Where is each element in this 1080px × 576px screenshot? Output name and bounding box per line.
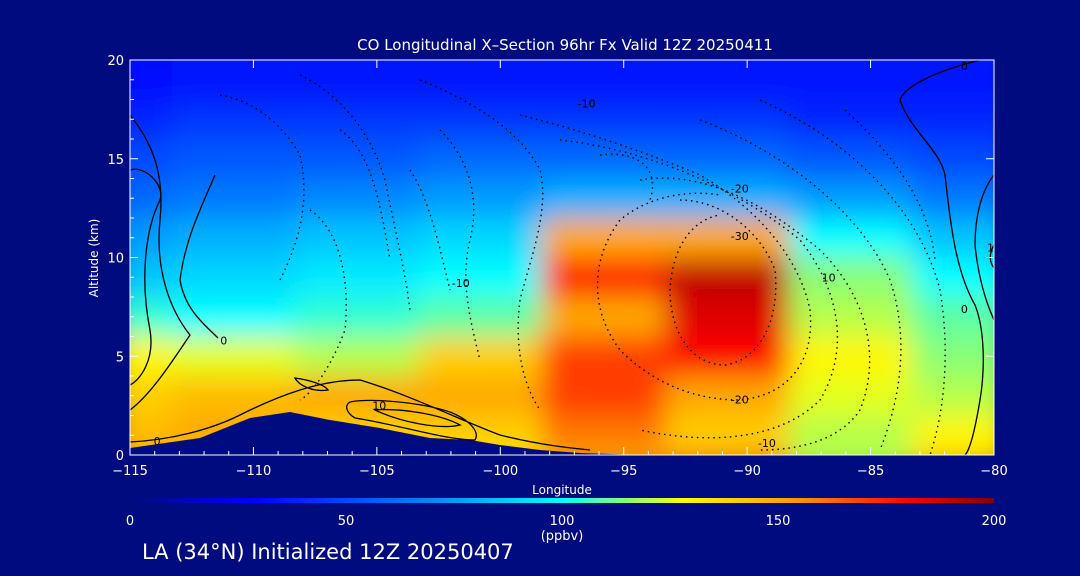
colorbar-tick-label: 100 [550,514,575,529]
x-tick-label: −110 [236,464,272,479]
x-tick-label: −80 [980,464,1007,479]
x-tick-label: −95 [610,464,637,479]
colorbar-tick-label: 50 [338,514,355,529]
x-axis-label: Longitude [532,483,592,497]
contour-solid [130,168,162,386]
contour-solid [372,408,462,428]
contour-labels: -10 -20 -30 -10 10 10 0 0 10 -20 -10 0 0 [154,60,1001,450]
heatmap-field [130,60,994,455]
colorbar-tick-label: 200 [982,514,1007,529]
y-axis-label: Altitude (km) [87,219,101,298]
contour-label: 0 [220,334,227,347]
contour-solid [130,114,191,411]
x-tick-label: −115 [112,464,148,479]
y-tick-label: 15 [107,153,124,168]
colorbar-label: (ppbv) [541,529,584,544]
contour-label: 10 [987,242,1001,255]
contour-label: 0 [961,60,968,73]
y-tick-label: 0 [116,449,124,464]
contour-label: -10 [452,277,470,290]
terrain [130,412,640,455]
y-tick-label: 10 [107,252,124,267]
contour-solid [974,174,994,321]
x-tick-label: −85 [857,464,884,479]
contour-label: 10 [372,400,386,413]
colorbar-ticks: 0 50 100 150 200 [126,514,1007,529]
contour-label: 0 [961,303,968,316]
contour-label: -20 [731,182,749,195]
colorbar [130,498,994,503]
x-tick-label: −90 [733,464,760,479]
contour-solid [130,379,591,451]
contour-label: -10 [758,437,776,450]
contour-label: -30 [731,230,749,243]
colorbar-tick-label: 0 [126,514,134,529]
contour-solid [346,399,477,441]
contour-label: 10 [822,271,836,284]
contour-solid [293,377,330,392]
contour-label: -10 [578,97,596,110]
y-tick-label: 20 [107,54,124,69]
y-axis: 0 5 10 15 20 [107,54,994,464]
contour-solid [989,244,994,269]
colorbar-tick-label: 150 [766,514,791,529]
x-tick-label: −105 [359,464,395,479]
contour-lines-negative [219,74,946,455]
x-tick-label: −100 [482,464,518,479]
contour-label: -20 [731,394,749,407]
contour-solid [179,174,219,339]
chart-title: CO Longitudinal X–Section 96hr Fx Valid … [357,36,773,54]
y-tick-label: 5 [116,350,124,365]
x-axis: −115 −110 −105 −100 −95 −90 −85 −80 [112,60,1008,479]
contour-solid [899,60,984,455]
footer-caption: LA (34°N) Initialized 12Z 20250407 [142,540,514,564]
contour-label: 0 [154,435,161,448]
contour-lines [130,60,994,455]
